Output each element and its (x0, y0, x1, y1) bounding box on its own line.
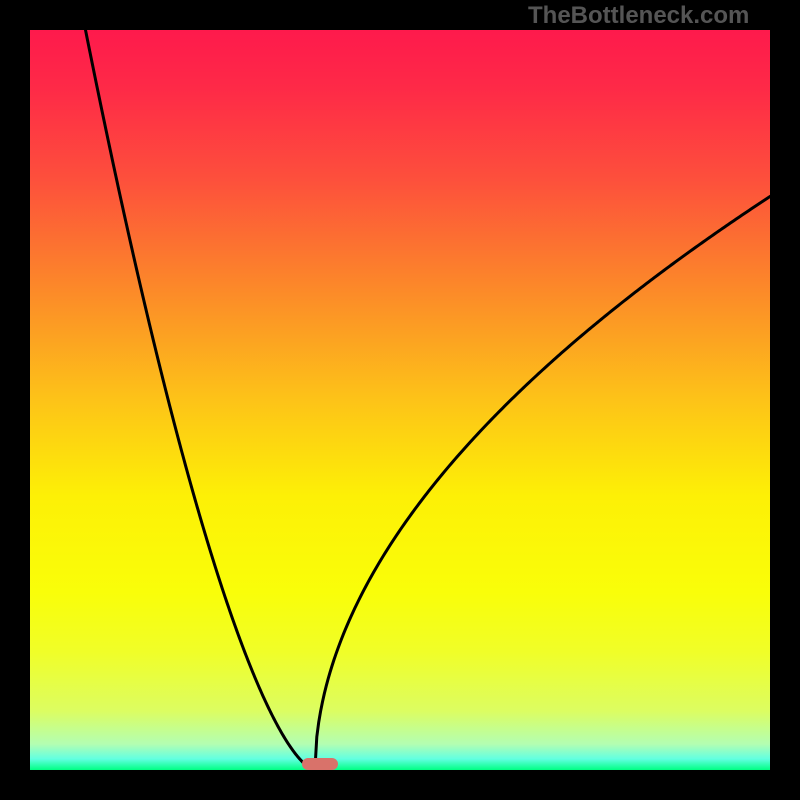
dip-marker (302, 758, 338, 770)
plot-area (30, 30, 770, 770)
watermark-text: TheBottleneck.com (528, 2, 749, 30)
bottleneck-curve (30, 30, 770, 770)
